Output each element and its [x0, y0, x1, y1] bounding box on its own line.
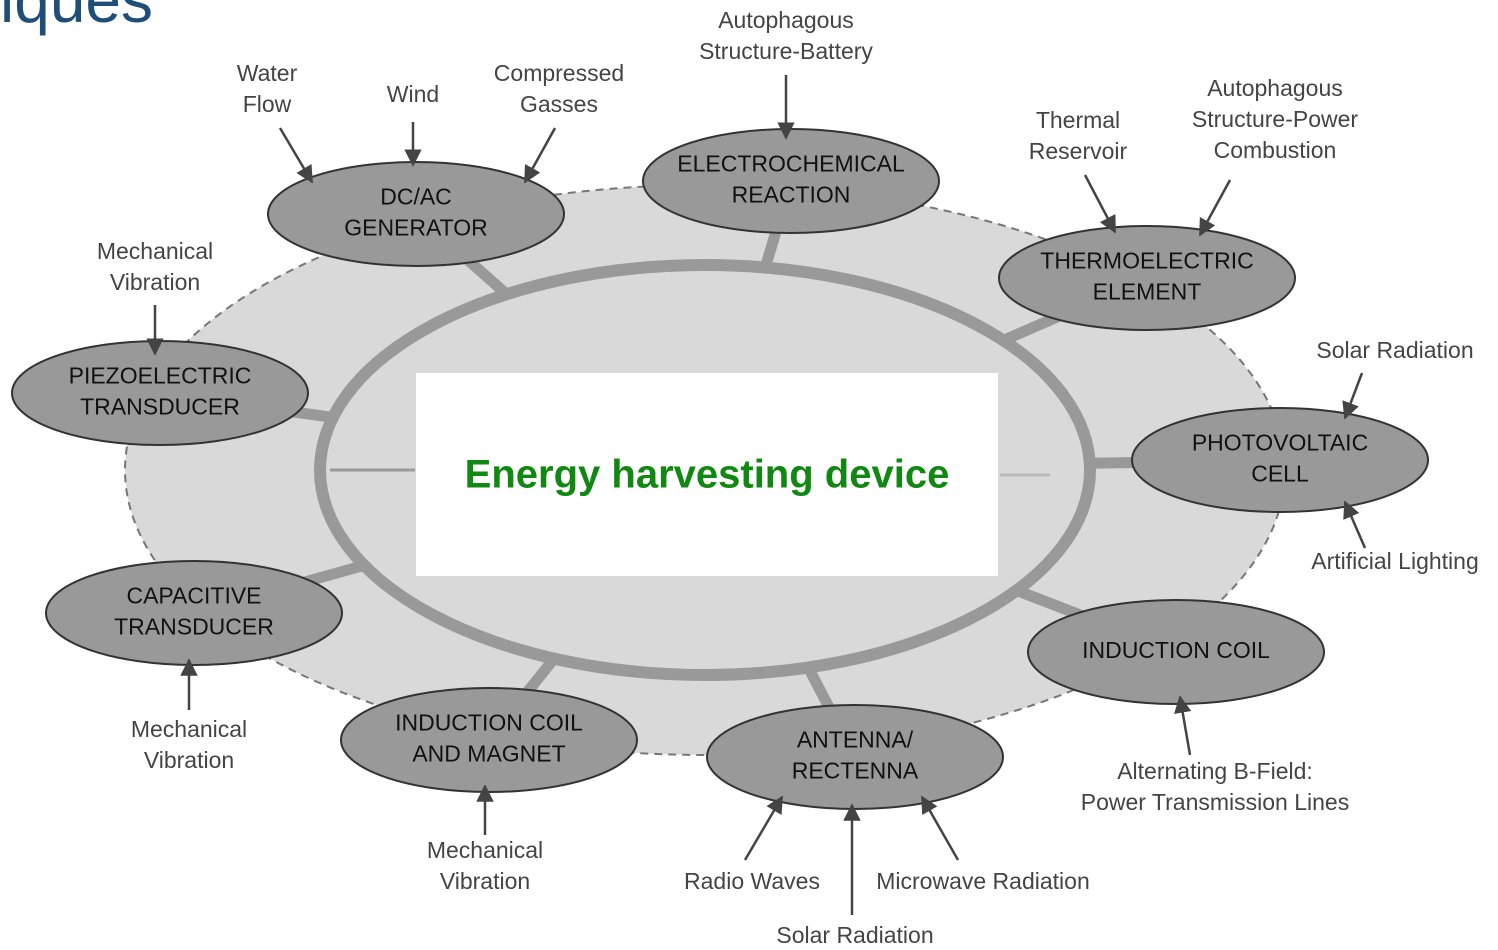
source-label: Autophagous [718, 7, 854, 33]
node [998, 225, 1296, 331]
source-label: Radio Waves [684, 868, 820, 894]
source-arrow [278, 127, 314, 184]
node-label: ANTENNA/ [797, 727, 914, 753]
node-label: CELL [1251, 461, 1309, 487]
node-label: TRANSDUCER [114, 614, 274, 640]
source-label: Structure-Power [1192, 106, 1359, 132]
node-label: DC/AC [380, 184, 452, 210]
source-label: Vibration [144, 747, 234, 773]
source-label: Mechanical [97, 238, 213, 264]
node-label: TRANSDUCER [80, 394, 240, 420]
source-label: Flow [243, 91, 292, 117]
source-label: Reservoir [1029, 138, 1128, 164]
source-arrow [743, 795, 784, 861]
source-label: Structure-Battery [699, 38, 873, 64]
node [1131, 407, 1429, 513]
source-label: Vibration [110, 269, 200, 295]
page-title: iques [0, 0, 153, 36]
node-label: CAPACITIVE [126, 583, 261, 609]
node-label: GENERATOR [344, 215, 488, 241]
node-label: AND MAGNET [412, 741, 565, 767]
source-arrow [523, 127, 557, 184]
source-label: Mechanical [131, 716, 247, 742]
source-label: Alternating B-Field: [1117, 758, 1313, 784]
source-label: Artificial Lighting [1311, 548, 1478, 574]
node-label: ELECTROCHEMICAL [677, 151, 905, 177]
source-label: Thermal [1036, 107, 1120, 133]
source-label: Power Transmission Lines [1081, 789, 1349, 815]
node-label: REACTION [732, 182, 851, 208]
source-arrow [920, 795, 960, 861]
source-label: Solar Radiation [776, 922, 933, 948]
node-label: PHOTOVOLTAIC [1192, 430, 1368, 456]
source-label: Microwave Radiation [876, 868, 1089, 894]
node-label: PIEZOELECTRIC [69, 363, 252, 389]
node-label: ELEMENT [1093, 279, 1202, 305]
source-label: Wind [387, 81, 439, 107]
center-box [416, 373, 998, 576]
center-label: Energy harvesting device [465, 453, 950, 497]
source-label: Autophagous [1207, 75, 1343, 101]
source-arrow [1174, 695, 1192, 756]
source-arrow [1198, 179, 1232, 237]
node-label: INDUCTION COIL [1082, 637, 1270, 663]
source-arrow [1342, 372, 1364, 420]
node-label: INDUCTION COIL [395, 710, 583, 736]
source-label: Gasses [520, 91, 598, 117]
source-label: Solar Radiation [1316, 337, 1473, 363]
node-label: RECTENNA [792, 758, 919, 784]
source-label: Vibration [440, 868, 530, 894]
source-label: Combustion [1214, 137, 1337, 163]
source-label: Mechanical [427, 837, 543, 863]
source-label: Water [237, 60, 298, 86]
source-label: Compressed [494, 60, 624, 86]
node-label: THERMOELECTRIC [1040, 248, 1253, 274]
source-arrow [1083, 174, 1117, 234]
source-arrow [1343, 500, 1367, 549]
